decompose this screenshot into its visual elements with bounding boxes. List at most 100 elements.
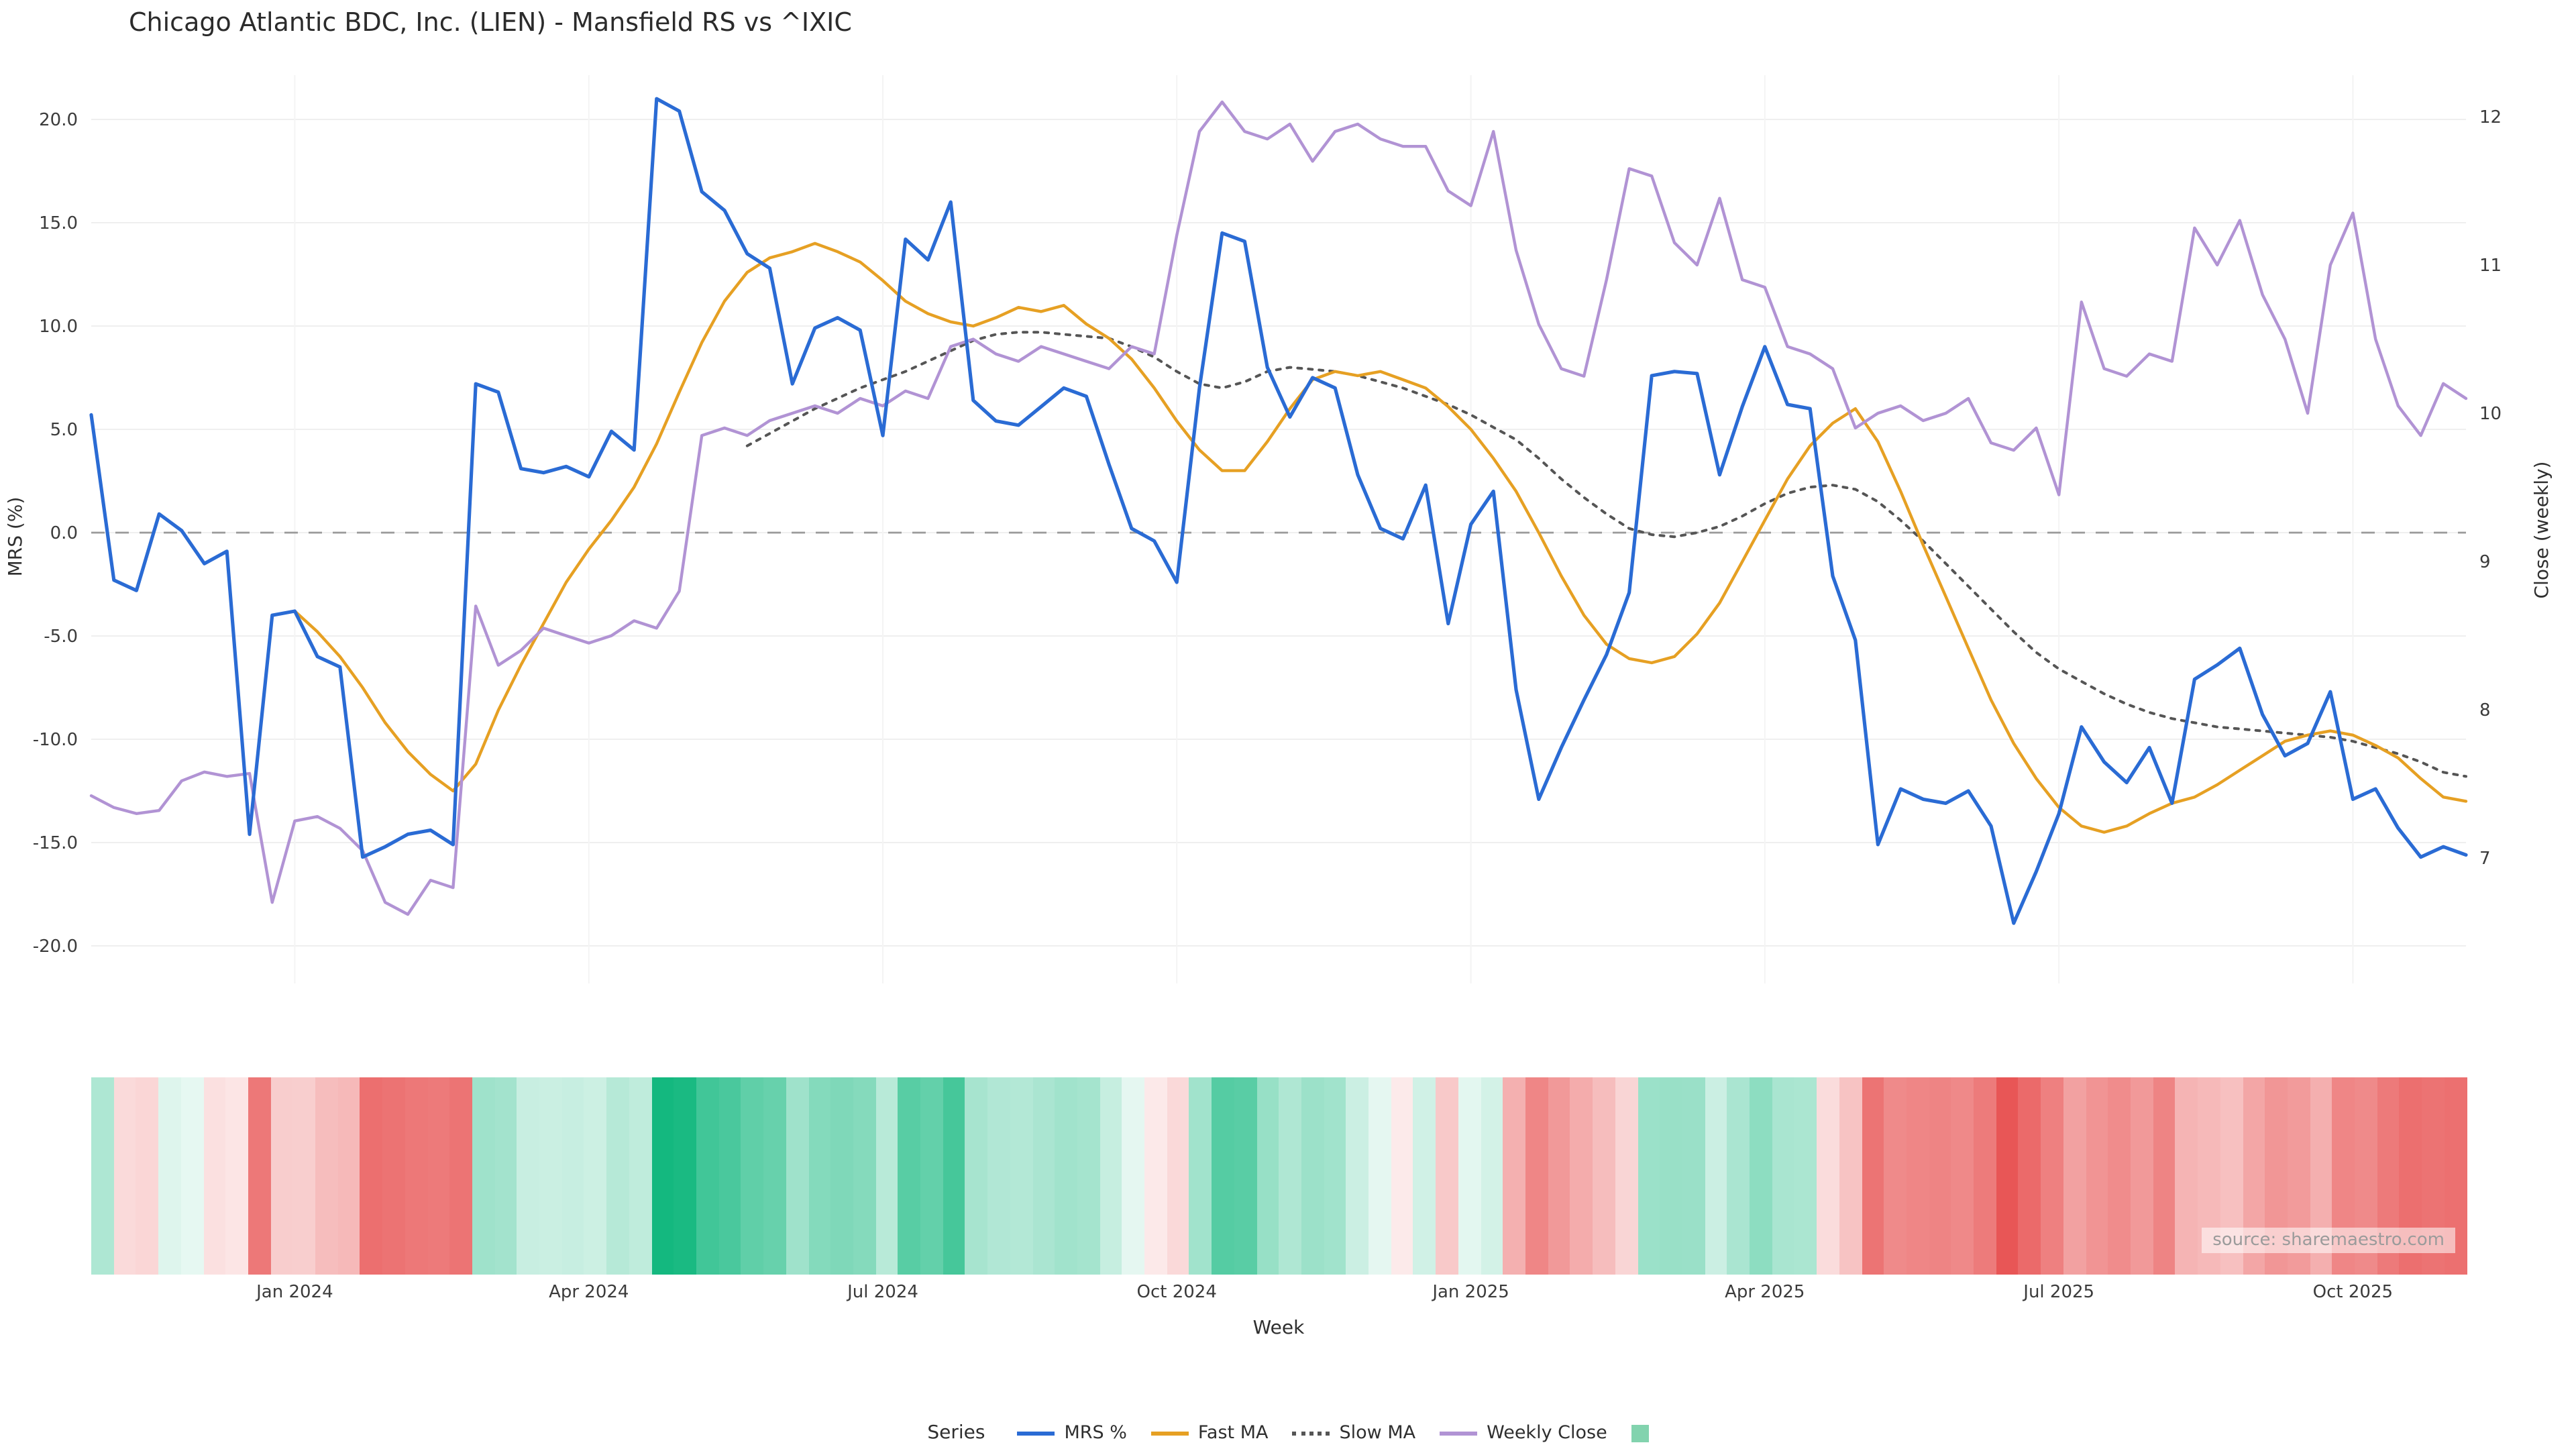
legend-item-label: Slow MA <box>1339 1422 1416 1444</box>
heatmap-cell <box>405 1077 428 1275</box>
heatmap-cell <box>1346 1077 1369 1275</box>
heatmap-cell <box>1862 1077 1884 1275</box>
heatmap-cell <box>158 1077 181 1275</box>
heatmap-cell <box>180 1077 204 1275</box>
heatmap-cell <box>2063 1077 2086 1275</box>
heatmap-cell <box>651 1077 674 1275</box>
legend-swatch-heatmap <box>1631 1424 1649 1442</box>
legend: Series MRS % Fast MA Slow MA Weekly Close <box>0 1422 2576 1444</box>
heatmap-cell <box>1436 1077 1458 1275</box>
heatmap-cell <box>1794 1077 1817 1275</box>
x-tick-label: Apr 2025 <box>1725 1283 1805 1303</box>
heatmap-cell <box>1929 1077 1951 1275</box>
legend-item-heatmap[interactable] <box>1631 1424 1649 1442</box>
heatmap-cell <box>360 1077 383 1275</box>
heatmap-cell <box>696 1077 719 1275</box>
heatmap-cell <box>1368 1077 1391 1275</box>
legend-swatch-mrs <box>1017 1431 1055 1435</box>
legend-swatch-weekly-close <box>1440 1431 1478 1435</box>
y-right-tick-label: 7 <box>2479 849 2491 869</box>
y-left-tick-label: 10.0 <box>39 317 78 337</box>
y-left-tick-label: -20.0 <box>33 936 78 957</box>
heatmap-cell <box>965 1077 988 1275</box>
heatmap-cell <box>203 1077 226 1275</box>
heatmap-cell <box>1817 1077 1839 1275</box>
y-right-tick-label: 11 <box>2479 256 2502 276</box>
heatmap-cell <box>1593 1077 1615 1275</box>
heatmap-cell <box>1548 1077 1570 1275</box>
legend-item-fast-ma[interactable]: Fast MA <box>1150 1422 1269 1444</box>
heatmap-cell <box>449 1077 472 1275</box>
heatmap-cell <box>113 1077 136 1275</box>
y-right-axis-title: Close (weekly) <box>2530 462 2553 599</box>
heatmap-cell <box>1189 1077 1212 1275</box>
heatmap-cell <box>1615 1077 1638 1275</box>
heatmap-cell <box>718 1077 741 1275</box>
y-left-tick-label: -15.0 <box>33 833 78 853</box>
heatmap-cell <box>248 1077 271 1275</box>
y-left-tick-label: 15.0 <box>39 213 78 233</box>
heatmap-cell <box>472 1077 495 1275</box>
heatmap-cell <box>1122 1077 1145 1275</box>
y-right-tick-label: 8 <box>2479 700 2491 720</box>
slow-ma-line <box>745 331 2467 778</box>
heatmap-cell <box>1099 1077 1122 1275</box>
legend-item-slow-ma[interactable]: Slow MA <box>1292 1422 1416 1444</box>
heatmap-cell <box>920 1077 943 1275</box>
legend-swatch-fast-ma <box>1150 1431 1189 1435</box>
heatmap-cell <box>2153 1077 2176 1275</box>
heatmap-cell <box>1525 1077 1548 1275</box>
heatmap-cell <box>741 1077 764 1275</box>
legend-swatch-slow-ma <box>1292 1431 1330 1435</box>
heatmap-cell <box>1772 1077 1794 1275</box>
heatmap-cell <box>517 1077 540 1275</box>
heatmap-cell <box>1839 1077 1862 1275</box>
x-tick-label: Apr 2024 <box>549 1283 629 1303</box>
heatmap-cell <box>763 1077 786 1275</box>
y-left-tick-label: -5.0 <box>44 627 78 647</box>
x-tick-label: Jan 2025 <box>1432 1283 1509 1303</box>
heatmap-cell <box>875 1077 898 1275</box>
y-right-tick-label: 10 <box>2479 404 2502 424</box>
heatmap-cell <box>1750 1077 1772 1275</box>
x-tick-label: Jul 2025 <box>2023 1283 2095 1303</box>
heatmap-cell <box>1212 1077 1234 1275</box>
heatmap-cell <box>1682 1077 1705 1275</box>
heatmap-cell <box>943 1077 965 1275</box>
y-right-tick-label: 9 <box>2479 552 2491 572</box>
x-axis-title: Week <box>1252 1318 1305 1339</box>
heatmap-cell <box>1010 1077 1033 1275</box>
heatmap-cell <box>1951 1077 1974 1275</box>
y-right-tick-label: 12 <box>2479 107 2502 127</box>
heatmap-cell <box>1144 1077 1167 1275</box>
heatmap-cell <box>1324 1077 1346 1275</box>
heatmap-cell <box>853 1077 876 1275</box>
y-left-axis-title: MRS (%) <box>4 497 26 577</box>
heatmap-cell <box>539 1077 562 1275</box>
heatmap-cell <box>292 1077 316 1275</box>
legend-item-weekly-close[interactable]: Weekly Close <box>1440 1422 1607 1444</box>
heatmap-cell <box>584 1077 607 1275</box>
legend-item-mrs[interactable]: MRS % <box>1017 1422 1127 1444</box>
heatmap-cell <box>2175 1077 2198 1275</box>
heatmap-cell <box>1974 1077 1996 1275</box>
legend-item-label: Weekly Close <box>1487 1422 1607 1444</box>
heatmap-cell <box>674 1077 696 1275</box>
x-tick-label: Oct 2025 <box>2312 1283 2394 1303</box>
heatmap-cell <box>1077 1077 1100 1275</box>
weekly-close-line <box>89 100 2468 916</box>
heatmap-cell <box>1413 1077 1436 1275</box>
heatmap-cell <box>606 1077 629 1275</box>
heatmap-cell <box>494 1077 517 1275</box>
heatmap-cell <box>91 1077 114 1275</box>
heatmap-cell <box>1638 1077 1660 1275</box>
heatmap-cell <box>427 1077 450 1275</box>
x-tick-label: Jul 2024 <box>847 1283 918 1303</box>
heatmap-cell <box>1279 1077 1301 1275</box>
heatmap-cell <box>1256 1077 1279 1275</box>
y-left-tick-label: 20.0 <box>39 110 78 130</box>
heatmap-cell <box>2108 1077 2131 1275</box>
heatmap-cell <box>315 1077 338 1275</box>
heatmap-cell <box>808 1077 831 1275</box>
